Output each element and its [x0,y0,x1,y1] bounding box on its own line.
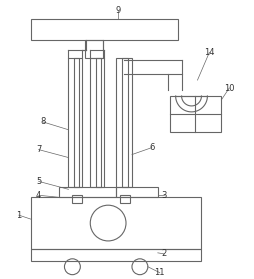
Bar [31,197,201,249]
Text: 10: 10 [224,83,234,93]
Text: 4: 4 [36,191,41,200]
Bar [85,40,103,58]
Text: 5: 5 [36,177,41,186]
Bar [68,58,82,187]
Text: 11: 11 [154,268,165,277]
Text: 8: 8 [40,117,45,126]
Bar [72,195,82,203]
Text: 6: 6 [149,143,154,152]
Text: 9: 9 [115,6,121,15]
Bar [120,195,130,203]
Bar [116,58,132,187]
Bar [116,187,158,197]
Bar [96,58,101,187]
Bar [31,19,178,40]
Bar [58,187,116,197]
Bar [170,96,221,132]
Text: 1: 1 [16,211,21,220]
Bar [31,249,201,261]
Bar [74,58,79,187]
Text: 7: 7 [36,145,41,154]
Text: 14: 14 [204,48,215,57]
Bar [90,58,104,187]
Text: 2: 2 [161,249,166,258]
Bar [122,58,128,187]
Text: 3: 3 [161,191,166,200]
